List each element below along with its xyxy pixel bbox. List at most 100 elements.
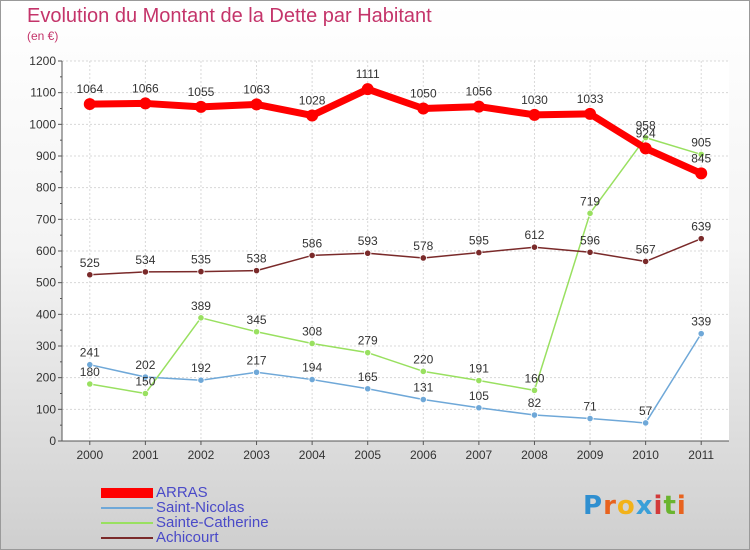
x-tick-label: 2006 — [410, 448, 437, 462]
data-point — [86, 271, 94, 279]
legend: ARRAS Saint-Nicolas Sainte-Catherine Achico… — [101, 485, 361, 545]
data-label: 578 — [413, 239, 433, 253]
y-tick-label: 300 — [36, 339, 56, 353]
legend-label: Sainte-Catherine — [156, 514, 269, 531]
y-tick-label: 400 — [36, 307, 56, 321]
data-point — [194, 100, 207, 113]
y-tick-label: 800 — [36, 181, 56, 195]
brand-logo-letter: x — [635, 491, 654, 521]
data-point — [695, 167, 708, 180]
data-point — [83, 98, 96, 111]
y-tick-label: 600 — [36, 244, 56, 258]
data-label: 534 — [135, 253, 155, 267]
data-point — [417, 102, 430, 115]
x-tick-label: 2001 — [132, 448, 159, 462]
data-point — [475, 376, 483, 385]
brand-logo: Proxiti — [583, 491, 687, 521]
data-label: 131 — [413, 381, 433, 395]
data-label: 194 — [302, 361, 322, 375]
chart-title: Evolution du Montant de la Dette par Hab… — [27, 5, 432, 27]
data-label: 1111 — [356, 67, 380, 81]
brand-logo-letter: i — [676, 491, 687, 521]
data-label: 345 — [247, 313, 267, 327]
chart-subtitle: (en €) — [27, 29, 59, 43]
data-label: 1066 — [132, 81, 159, 95]
data-label: 165 — [358, 370, 378, 384]
data-point — [639, 142, 652, 155]
data-point — [308, 375, 316, 384]
data-label: 1056 — [466, 85, 493, 99]
x-tick-label: 2010 — [632, 448, 659, 462]
data-point — [86, 361, 94, 369]
x-tick-label: 2011 — [688, 448, 714, 462]
legend-swatch — [101, 506, 153, 509]
data-point — [364, 385, 372, 393]
x-tick-label: 2002 — [188, 448, 215, 462]
data-label: 1033 — [577, 92, 604, 106]
data-point — [530, 386, 539, 394]
data-label: 192 — [191, 361, 211, 375]
legend-item: Sainte-Catherine — [101, 515, 361, 530]
data-point — [139, 97, 152, 110]
data-point — [642, 257, 650, 266]
x-tick-label: 2007 — [466, 448, 493, 462]
data-label: 958 — [636, 119, 656, 133]
data-point — [642, 419, 650, 427]
data-label: 586 — [302, 236, 322, 250]
data-label: 535 — [191, 253, 211, 267]
legend-item: ARRAS — [101, 485, 361, 500]
data-point — [419, 254, 427, 262]
data-label: 612 — [524, 228, 544, 242]
data-label: 1050 — [410, 87, 437, 101]
data-label: 241 — [80, 346, 100, 360]
series-line-arras — [86, 85, 705, 177]
data-point — [141, 373, 149, 381]
data-point — [586, 209, 594, 217]
data-point — [252, 368, 261, 376]
data-point — [364, 349, 372, 357]
data-label: 339 — [691, 315, 711, 329]
legend-item: Achicourt — [101, 530, 361, 545]
legend-label: Achicourt — [156, 529, 219, 546]
data-label: 1055 — [188, 85, 215, 99]
data-label: 1028 — [299, 93, 326, 107]
data-point — [361, 83, 374, 96]
data-point — [697, 330, 705, 338]
legend-swatch — [101, 487, 153, 498]
data-point — [586, 414, 594, 423]
data-label: 191 — [469, 362, 489, 376]
data-point — [475, 404, 483, 412]
x-tick-label: 2005 — [354, 448, 381, 462]
data-label: 279 — [358, 334, 378, 348]
data-label: 567 — [636, 242, 656, 256]
data-label: 180 — [80, 365, 100, 379]
data-point — [86, 380, 94, 388]
y-tick-label: 1000 — [29, 117, 56, 131]
y-tick-label: 700 — [36, 212, 56, 226]
data-label: 593 — [358, 234, 378, 248]
data-point — [250, 98, 263, 111]
legend-swatch — [101, 536, 153, 539]
y-tick-label: 1100 — [30, 86, 56, 100]
data-label: 525 — [80, 256, 100, 270]
series-line-saint-nicolas — [89, 332, 702, 424]
x-tick-label: 2008 — [521, 448, 548, 462]
legend-label: ARRAS — [156, 484, 208, 501]
data-point — [252, 328, 261, 336]
data-point — [419, 367, 427, 375]
data-label: 220 — [413, 352, 433, 366]
data-label: 924 — [636, 126, 656, 140]
data-label: 1064 — [76, 82, 103, 96]
brand-logo-letter: o — [616, 491, 636, 521]
data-label: 719 — [580, 194, 600, 208]
data-point — [141, 389, 149, 398]
data-label: 845 — [691, 151, 711, 165]
data-label: 595 — [469, 234, 489, 248]
data-label: 57 — [639, 404, 653, 418]
y-tick-label: 900 — [36, 149, 56, 163]
data-label: 150 — [135, 375, 155, 389]
x-tick-label: 2000 — [76, 448, 103, 462]
data-label: 71 — [583, 400, 597, 414]
data-point — [141, 268, 149, 276]
x-tick-label: 2009 — [577, 448, 604, 462]
